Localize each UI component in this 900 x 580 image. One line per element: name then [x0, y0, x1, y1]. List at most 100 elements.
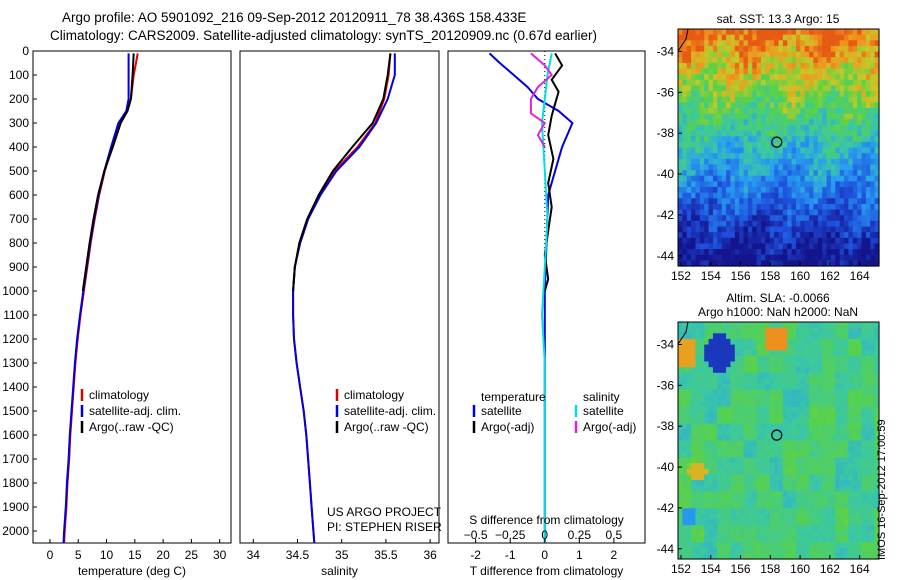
sla-map-cell: [857, 496, 863, 504]
sla-map-cell: [704, 327, 710, 334]
sla-map-cell: [699, 513, 705, 521]
sla-map-cell: [870, 350, 876, 357]
sst-map-cell: [708, 170, 714, 177]
sst-map-cell: [765, 102, 771, 109]
sst-map-cell: [747, 192, 753, 199]
sla-map-cell: [678, 367, 683, 374]
sla-map-cell: [839, 485, 845, 492]
sla-map-cell: [857, 401, 863, 408]
sla-map-cell: [817, 480, 823, 487]
sla-map-cell: [712, 327, 718, 334]
sst-map-cell: [704, 124, 710, 132]
sla-map-cell: [695, 480, 701, 487]
sla-map-cell: [774, 367, 780, 374]
sla-map-cell: [769, 457, 775, 464]
sla-map-cell: [865, 423, 871, 430]
sla-map-cell: [874, 474, 880, 481]
sla-map-cell: [865, 542, 871, 549]
sst-map-cell: [752, 34, 758, 41]
sla-map-cell: [800, 542, 806, 549]
sst-map-cell: [726, 175, 732, 182]
sst-map-cell: [787, 91, 793, 98]
sla-map-cell: [795, 406, 801, 413]
sst-map-cell: [848, 164, 854, 171]
sla-map-cell: [817, 508, 823, 515]
sla-map-cell: [835, 542, 841, 549]
sla-map-cell: [721, 519, 727, 526]
sla-map-cell: [774, 502, 780, 509]
sst-map-cell: [787, 45, 793, 53]
sla-map-cell: [761, 468, 766, 475]
sst-map-cell: [708, 153, 714, 160]
sst-map-cell: [734, 57, 740, 64]
sst-map-cell: [778, 153, 784, 160]
sla-map-cell: [682, 429, 688, 436]
sst-map-cell: [787, 113, 793, 120]
sst-map-cell: [791, 153, 797, 160]
sla-map-cell: [809, 367, 815, 374]
sla-map-cell: [822, 395, 828, 402]
sla-map-cell: [830, 496, 836, 504]
sst-map-group: [678, 29, 880, 267]
sst-map-cell: [730, 243, 736, 250]
sla-map-cell: [817, 327, 823, 334]
sst-map-cell: [835, 209, 841, 216]
sst-map-cell: [865, 40, 871, 47]
sst-map-cell: [774, 108, 780, 115]
sst-map-cell: [682, 40, 688, 47]
sla-map-cell: [830, 384, 836, 391]
sst-map-cell: [844, 153, 850, 160]
sst-map-cell: [809, 209, 815, 216]
sst-map-cell: [844, 124, 850, 132]
sst-map-cell: [830, 237, 836, 245]
sst-map-cell: [791, 260, 797, 267]
sla-map-cell: [756, 361, 762, 368]
sla-map-cell: [717, 547, 723, 554]
sla-map-cell: [865, 480, 871, 487]
sla-map-cell: [791, 508, 797, 515]
sla-map-cell: [699, 350, 705, 357]
sst-map-cell: [743, 74, 749, 81]
sla-map-cell: [761, 480, 766, 487]
sst-map-cell: [708, 51, 714, 58]
sla-map-cell: [787, 395, 793, 402]
sst-map-cell: [865, 203, 871, 211]
sst-map-cell: [778, 40, 784, 47]
sst-map-cell: [765, 113, 771, 120]
sst-map-cell: [787, 79, 793, 87]
sst-map-cell: [761, 243, 766, 250]
sla-map-cell: [682, 389, 688, 396]
sst-map-cell: [691, 243, 697, 250]
sla-map-cell: [844, 468, 850, 475]
sla-map-cell: [747, 322, 753, 329]
sst-map-cell: [691, 260, 697, 267]
sst-map-cell: [730, 91, 736, 98]
sla-map-cell: [857, 463, 863, 470]
sst-map-cell: [826, 254, 832, 261]
sst-map-cell: [678, 243, 683, 250]
sla-map-cell: [743, 446, 749, 453]
sla-map-cell: [739, 525, 745, 532]
sst-map-cell: [870, 34, 876, 41]
sla-map-cell: [835, 434, 841, 442]
sla-map-cell: [774, 412, 780, 419]
sla-map-cell: [778, 502, 784, 509]
sst-map-cell: [804, 260, 810, 267]
sla-map-cell: [756, 463, 762, 470]
sst-map-cell: [835, 51, 841, 58]
sst-map-cell: [730, 130, 736, 137]
sla-map-cell: [726, 401, 732, 408]
sst-map-cell: [774, 68, 780, 75]
sla-map-cell: [761, 344, 766, 351]
sla-map-cell: [778, 446, 784, 453]
sla-map-cell: [774, 350, 780, 357]
sst-map-cell: [844, 29, 850, 36]
sla-map-cell: [739, 474, 745, 481]
sst-map-cell: [747, 34, 753, 41]
sla-map-cell: [826, 474, 832, 481]
sla-map-cell: [791, 333, 797, 340]
sst-map-cell: [765, 85, 771, 92]
sst-map-cell: [699, 51, 705, 58]
sla-map-cell: [756, 389, 762, 396]
sst-map-cell: [712, 254, 718, 261]
